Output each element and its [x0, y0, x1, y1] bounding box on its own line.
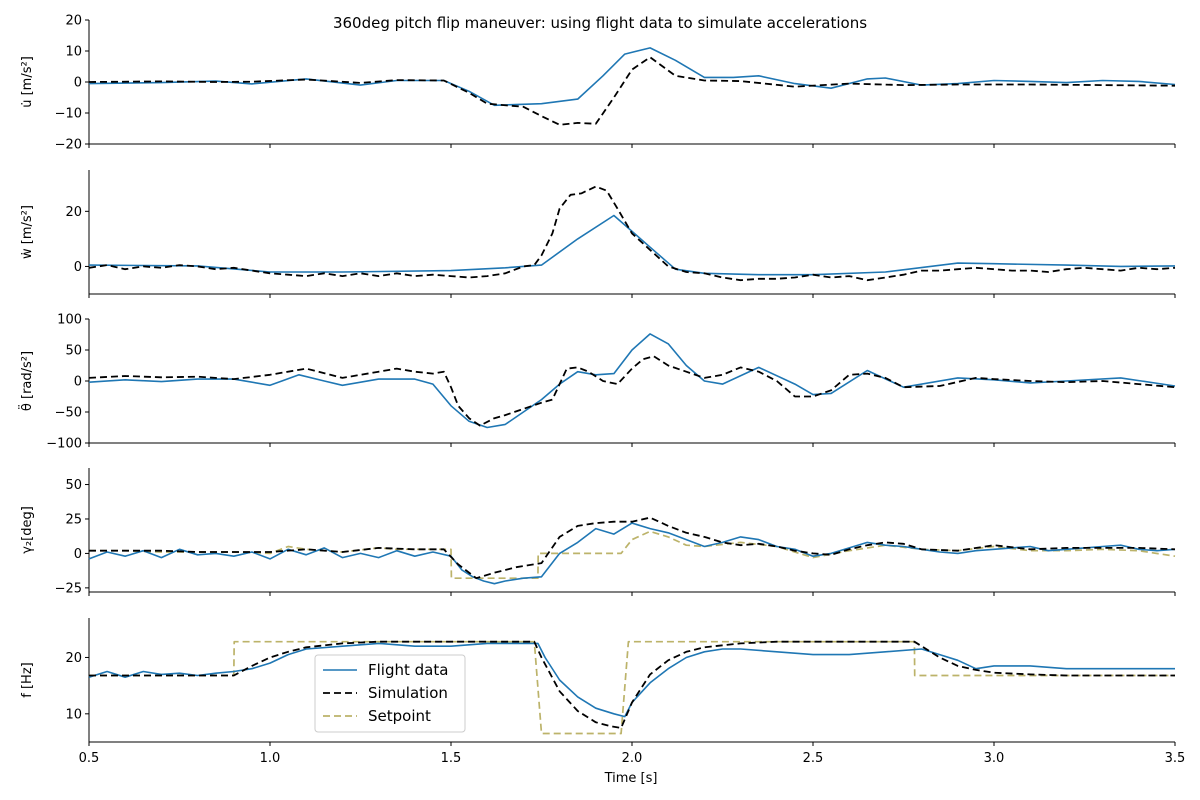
x-axis-title: Time [s]	[604, 771, 658, 786]
series-line-simulation	[89, 516, 1176, 580]
y-tick-label: 0	[74, 547, 82, 562]
y-tick-label: 25	[65, 512, 82, 527]
y-tick-label: 10	[65, 45, 82, 60]
panel-1: −20 −10 0 10 20 u̇ [m/s²]	[20, 14, 1176, 153]
panel-2: 0 20 ẇ [m/s²]	[20, 170, 1176, 298]
x-tick-label: 2.0	[622, 751, 643, 766]
series-line-simulation	[89, 640, 1175, 729]
y-tick-label: −10	[55, 107, 82, 122]
y-tick-label: −100	[46, 437, 82, 452]
y-tick-label: 0	[74, 76, 82, 91]
y-axis-title: γ₂[deg]	[20, 506, 35, 554]
x-tick-label: 3.5	[1165, 751, 1186, 766]
x-tick-label: 2.5	[803, 751, 824, 766]
chart-title: 360deg pitch flip maneuver: using flight…	[333, 14, 867, 32]
panel-5: 10 20 0.5 1.0 1.5 2.0 2.5 3.0 3.5 f [Hz]	[20, 618, 1185, 766]
series-line-simulation	[88, 56, 1176, 126]
panel-3: −100 −50 0 50 100 θ̈ [rad/s²]	[19, 313, 1176, 452]
series-line-flight-data	[88, 522, 1176, 585]
y-tick-label: 0	[74, 260, 82, 275]
y-tick-label: 100	[57, 313, 82, 328]
y-tick-label: 50	[65, 478, 82, 493]
legend-label: Flight data	[368, 661, 448, 679]
legend-label: Simulation	[368, 684, 448, 702]
series-line-setpoint	[89, 530, 1176, 580]
x-tick-label: 3.0	[984, 751, 1005, 766]
x-tick-label: 1.5	[441, 751, 462, 766]
y-axis-title: θ̈ [rad/s²]	[19, 351, 35, 411]
y-axis-title: ẇ [m/s²]	[20, 205, 35, 259]
series-line-flight-data	[88, 642, 1175, 718]
x-tick-label: 1.0	[260, 751, 281, 766]
series-line-simulation	[88, 355, 1176, 427]
y-tick-label: −50	[55, 406, 82, 421]
series-line-flight-data	[88, 333, 1176, 429]
y-axis-title: f [Hz]	[20, 662, 35, 697]
legend-box	[314, 654, 466, 733]
legend: Flight data Simulation Setpoint	[314, 654, 466, 733]
y-tick-label: 20	[65, 14, 82, 29]
panel-4: −25 0 25 50 γ₂[deg]	[20, 468, 1176, 596]
y-tick-label: 0	[74, 375, 82, 390]
y-tick-label: 50	[65, 344, 82, 359]
y-axis-title: u̇ [m/s²]	[20, 56, 35, 108]
y-tick-label: −20	[55, 138, 82, 153]
y-tick-label: 20	[65, 651, 82, 666]
y-tick-label: 10	[65, 707, 82, 722]
legend-label: Setpoint	[368, 707, 431, 725]
y-tick-label: 20	[65, 205, 82, 220]
series-line-setpoint	[89, 640, 1175, 735]
series-line-flight-data	[88, 214, 1176, 276]
series-line-flight-data	[88, 47, 1176, 107]
y-tick-label: −25	[55, 581, 82, 596]
series-line-simulation	[88, 185, 1176, 282]
x-tick-label: 0.5	[79, 751, 100, 766]
